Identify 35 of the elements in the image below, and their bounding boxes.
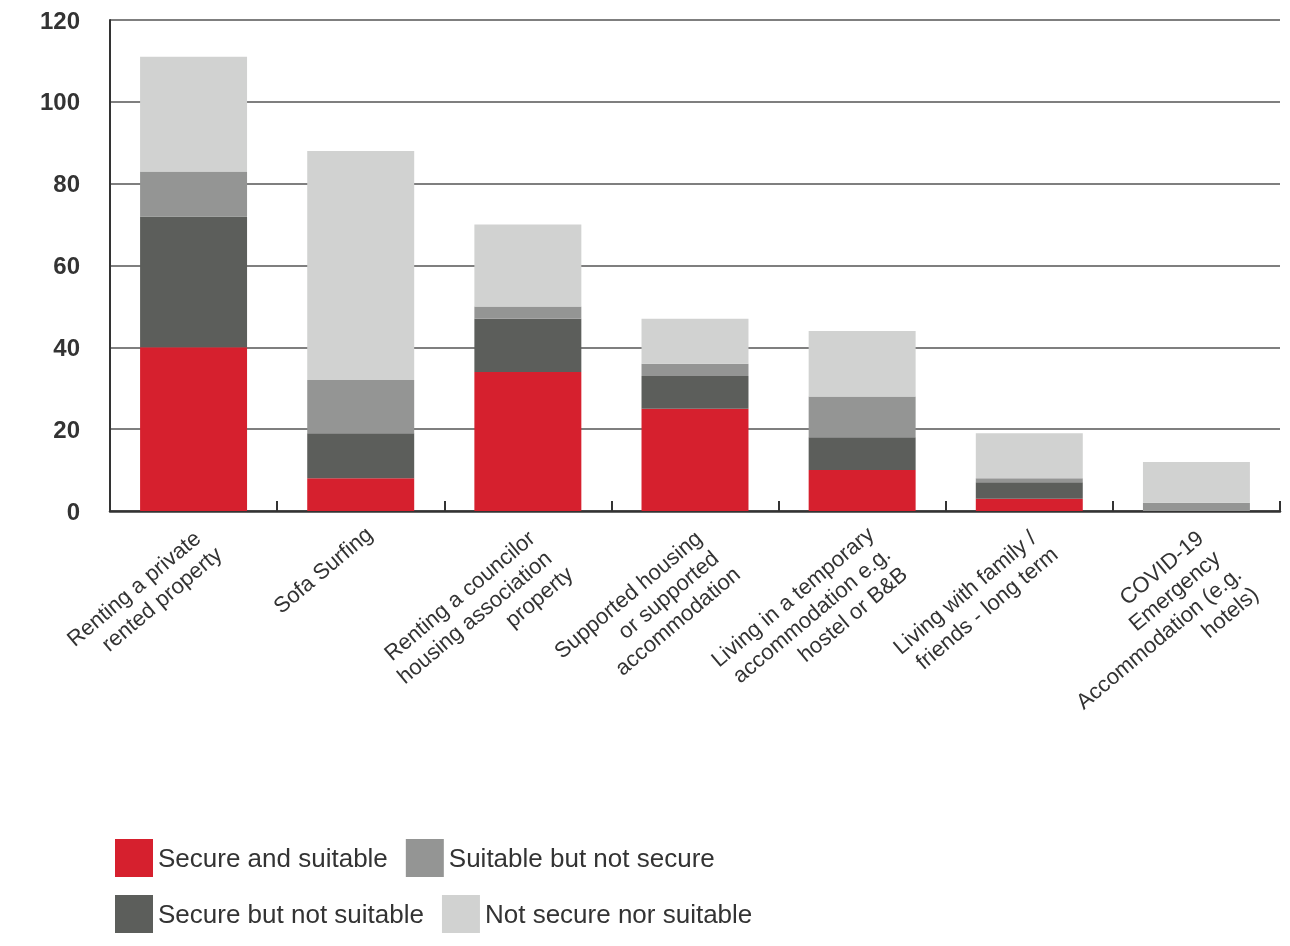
bar [140, 347, 248, 511]
legend-label: Not secure nor suitable [484, 899, 753, 929]
bar [641, 363, 749, 376]
y-tick-label: 100 [39, 88, 80, 116]
bar [641, 375, 749, 409]
bar [474, 224, 582, 307]
y-tick-label: 80 [53, 170, 80, 198]
bar [808, 437, 916, 471]
bar [307, 150, 415, 381]
y-tick-label: 20 [53, 415, 80, 443]
bar [307, 478, 415, 511]
bar [1142, 461, 1250, 503]
bar [641, 408, 749, 511]
y-tick-label: 40 [53, 333, 80, 361]
bar [140, 56, 248, 172]
bar [975, 498, 1083, 511]
bar [808, 470, 916, 511]
bar [975, 482, 1083, 499]
y-tick-label: 120 [39, 6, 80, 34]
bar [975, 478, 1083, 483]
bar [140, 171, 248, 217]
legend-label: Secure but not suitable [158, 899, 424, 929]
bar [474, 371, 582, 511]
bar [641, 318, 749, 364]
bar [307, 380, 415, 434]
bar [975, 433, 1083, 479]
bar [808, 330, 916, 397]
y-tick-label: 0 [66, 497, 80, 525]
bar [1142, 502, 1250, 511]
legend-label: Secure and suitable [158, 843, 388, 873]
bar [307, 433, 415, 479]
legend-label: Suitable but not secure [448, 843, 715, 873]
bar [808, 396, 916, 438]
y-tick-label: 60 [53, 252, 80, 279]
bar [474, 306, 582, 319]
